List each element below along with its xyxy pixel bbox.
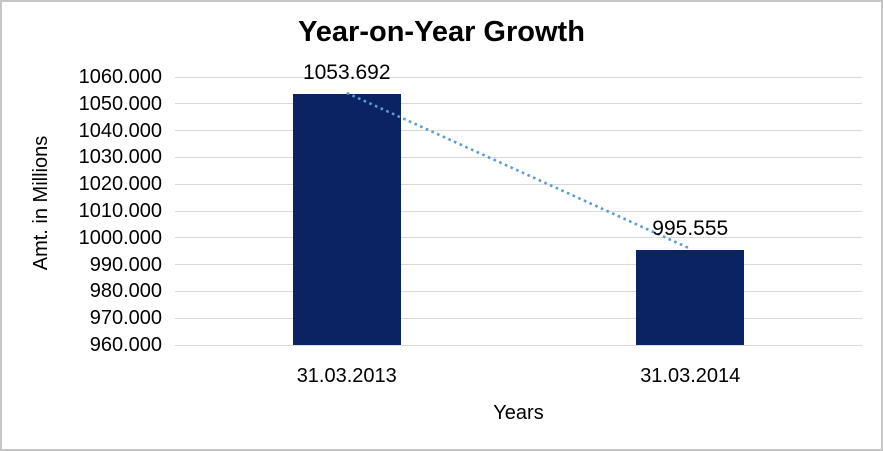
y-tick-label: 1060.000 (78, 66, 162, 88)
plot-area (175, 76, 862, 346)
gridline (175, 264, 862, 266)
gridline (175, 156, 862, 158)
gridline (175, 344, 862, 346)
chart-title: Year-on-Year Growth (298, 16, 585, 48)
gridline (175, 290, 862, 292)
y-tick-label: 1010.000 (78, 200, 162, 222)
y-tick-label: 980.000 (89, 280, 162, 303)
bar-value-label: 995.555 (652, 216, 729, 240)
y-tick-label: 1030.000 (78, 146, 162, 169)
y-tick-label: 990.000 (89, 253, 162, 276)
gridline (175, 183, 862, 185)
category-label: 31.03.2014 (640, 365, 741, 387)
gridline (175, 317, 862, 319)
y-tick-label: 960.000 (89, 334, 162, 356)
y-tick-label: 1040.000 (78, 119, 162, 142)
bar-value-label: 1053.692 (302, 60, 391, 84)
gridline (175, 210, 862, 212)
y-tick-label: 1020.000 (78, 173, 162, 196)
y-tick-label: 1000.000 (78, 226, 162, 249)
category-label: 31.03.2013 (296, 365, 397, 387)
y-tick-label: 1050.000 (78, 92, 162, 115)
gridline (175, 103, 862, 105)
bar-31.03.2014 (636, 249, 745, 345)
gridline (175, 76, 862, 78)
bar-31.03.2013 (292, 93, 401, 345)
x-axis-title: Years (493, 402, 544, 424)
gridline (175, 130, 862, 132)
y-tick-label: 970.000 (89, 307, 162, 330)
